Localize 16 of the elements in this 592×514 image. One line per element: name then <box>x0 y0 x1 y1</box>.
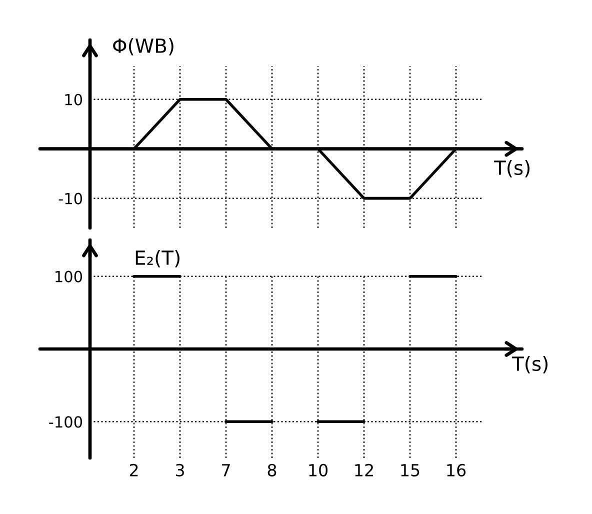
y-tick-label: 100 <box>56 270 82 282</box>
x-tick-label: 7 <box>222 464 230 476</box>
y-tick-label: -10 <box>58 192 82 204</box>
x-tick-label: 12 <box>355 464 373 476</box>
x-tick-label: 15 <box>401 464 420 476</box>
y-tick-label: -100 <box>49 416 82 428</box>
y-axis-title: E₂(T) <box>136 250 180 268</box>
x-tick-label: 2 <box>130 464 138 476</box>
x-tick-label: 10 <box>309 464 328 476</box>
x-tick-label: 8 <box>268 464 276 476</box>
y-axis-title: Φ(WB) <box>113 38 174 56</box>
x-tick-label: 3 <box>176 464 184 476</box>
y-tick-label: 10 <box>65 94 82 106</box>
x-axis-title: T(s) <box>512 356 548 374</box>
x-tick-label: 16 <box>447 464 466 476</box>
x-axis-title: T(s) <box>494 160 530 178</box>
